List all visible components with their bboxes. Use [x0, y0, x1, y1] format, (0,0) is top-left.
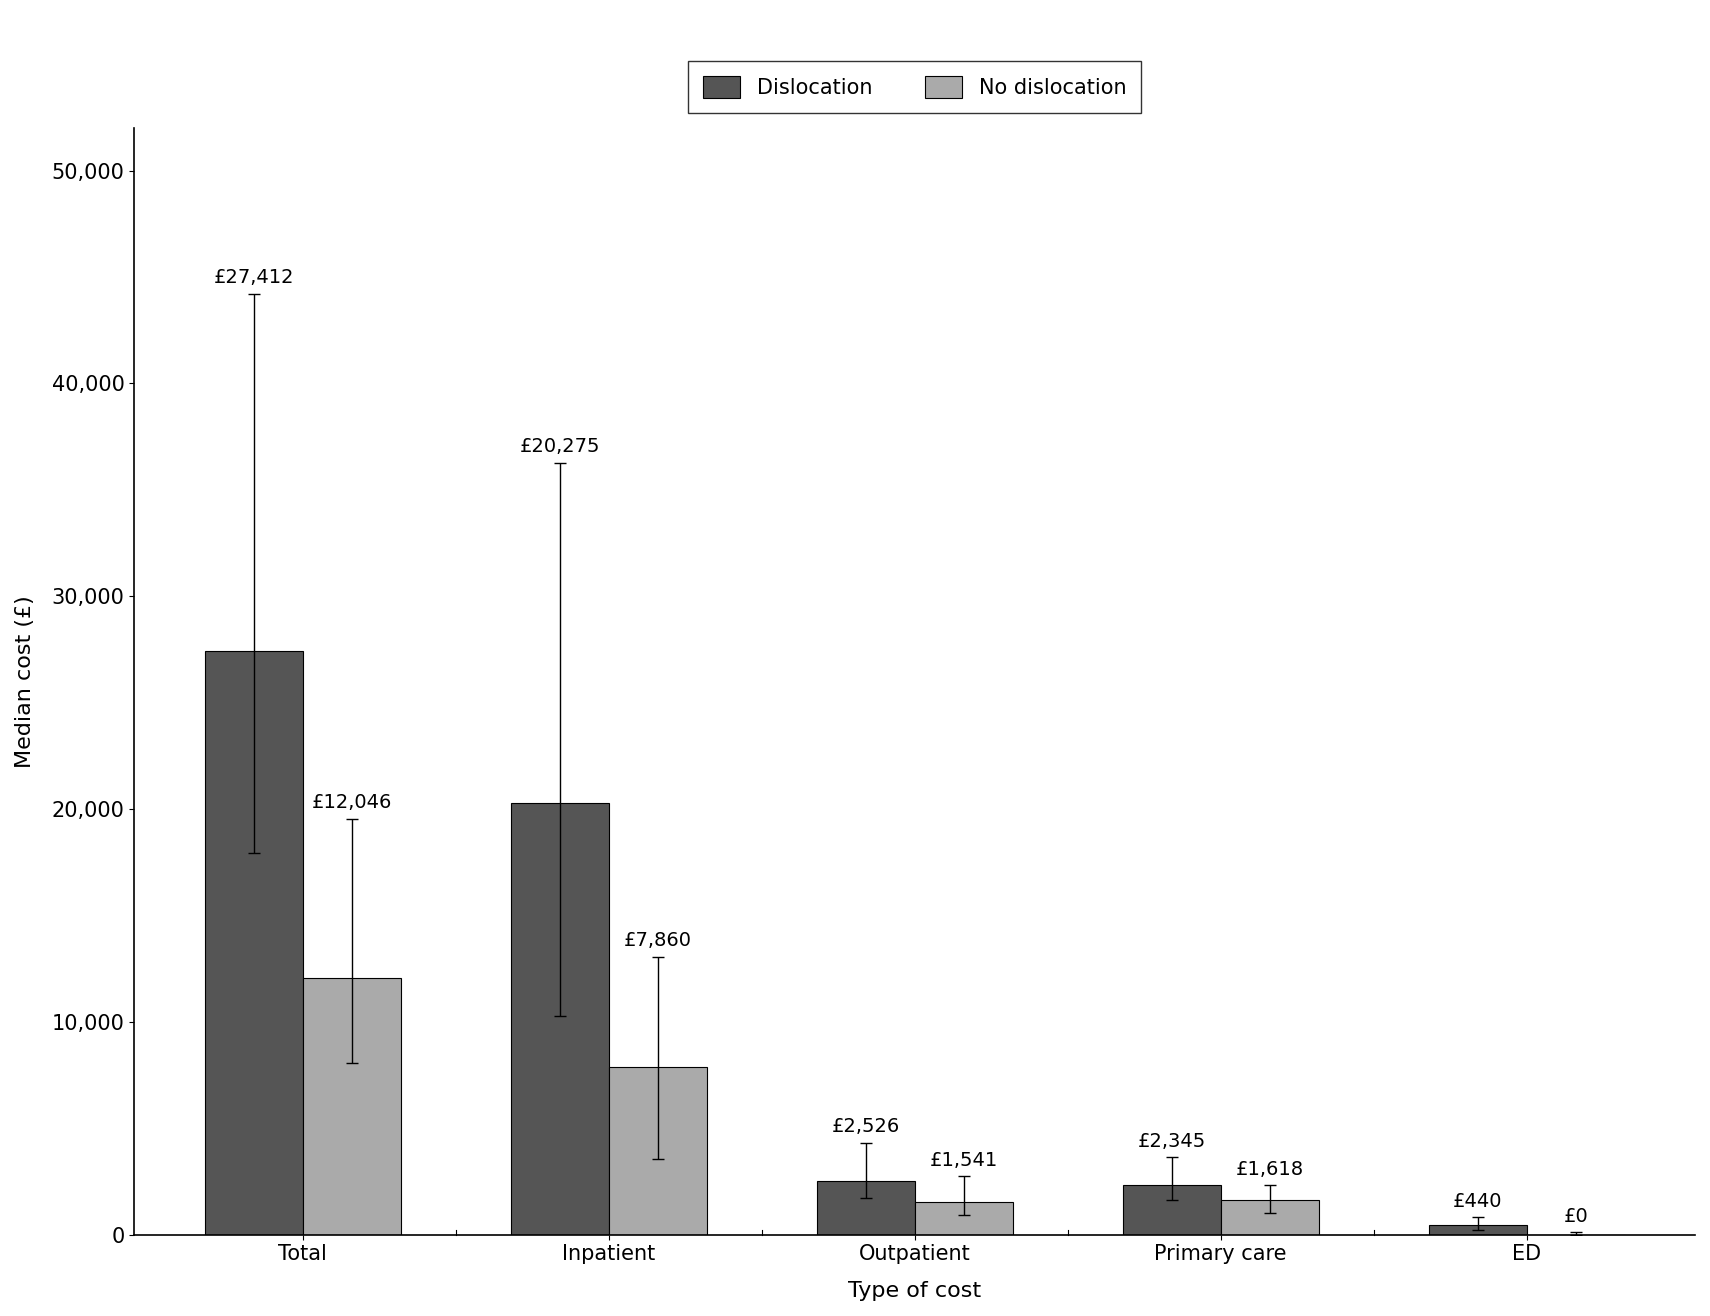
Bar [609, 1067, 706, 1234]
Bar [915, 1202, 1012, 1234]
Bar [1123, 1184, 1221, 1234]
Legend: Dislocation, No dislocation: Dislocation, No dislocation [689, 61, 1141, 113]
Text: £20,275: £20,275 [520, 437, 600, 457]
Bar [205, 651, 303, 1234]
Bar [303, 978, 400, 1234]
Text: £440: £440 [1454, 1192, 1503, 1211]
Text: £1,618: £1,618 [1236, 1159, 1303, 1179]
Bar [1221, 1200, 1318, 1234]
Text: £0: £0 [1563, 1207, 1589, 1227]
Text: £12,046: £12,046 [311, 794, 392, 812]
Text: £2,526: £2,526 [831, 1117, 899, 1136]
Y-axis label: Median cost (£): Median cost (£) [15, 595, 34, 767]
Text: £27,412: £27,412 [214, 268, 294, 287]
Bar [1430, 1225, 1527, 1234]
Bar [511, 803, 609, 1234]
Text: £2,345: £2,345 [1137, 1132, 1206, 1150]
Text: £7,860: £7,860 [624, 932, 691, 950]
Bar [817, 1180, 915, 1234]
X-axis label: Type of cost: Type of cost [848, 1280, 982, 1302]
Text: £1,541: £1,541 [930, 1152, 997, 1170]
